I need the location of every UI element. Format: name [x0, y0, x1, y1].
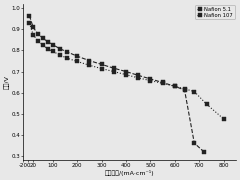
Y-axis label: 电位/V: 电位/V — [4, 75, 10, 89]
Nafion 5.1 — [173, 85, 176, 87]
Nafion 5.1 — [183, 89, 186, 91]
Nafion 107 — [32, 34, 35, 36]
Nafion 107 — [137, 77, 140, 79]
Nafion 107 — [28, 22, 31, 24]
Nafion 107 — [183, 88, 186, 90]
Nafion 5.1 — [46, 40, 49, 43]
Nafion 107 — [173, 85, 176, 87]
Nafion 5.1 — [203, 151, 205, 153]
Nafion 107 — [193, 91, 196, 93]
Nafion 5.1 — [112, 67, 115, 69]
Nafion 5.1 — [51, 44, 54, 46]
Nafion 5.1 — [149, 78, 152, 80]
Nafion 5.1 — [59, 48, 61, 50]
Nafion 107 — [161, 82, 164, 84]
Nafion 107 — [36, 40, 39, 42]
Nafion 5.1 — [36, 33, 39, 35]
Nafion 107 — [59, 54, 61, 56]
Nafion 107 — [149, 80, 152, 82]
Nafion 5.1 — [100, 63, 103, 66]
X-axis label: 电流密度/(mA·cm⁻¹): 电流密度/(mA·cm⁻¹) — [105, 170, 154, 176]
Nafion 107 — [51, 50, 54, 52]
Nafion 107 — [88, 64, 91, 66]
Nafion 5.1 — [137, 74, 140, 76]
Nafion 5.1 — [161, 81, 164, 84]
Nafion 107 — [100, 68, 103, 70]
Nafion 107 — [42, 44, 44, 46]
Line: Nafion 107: Nafion 107 — [28, 21, 225, 121]
Nafion 5.1 — [76, 55, 78, 57]
Line: Nafion 5.1: Nafion 5.1 — [28, 14, 206, 154]
Nafion 5.1 — [42, 37, 44, 39]
Nafion 5.1 — [193, 142, 196, 144]
Nafion 5.1 — [125, 70, 127, 73]
Nafion 5.1 — [32, 26, 35, 28]
Nafion 107 — [76, 60, 78, 62]
Nafion 5.1 — [88, 60, 91, 62]
Nafion 107 — [222, 118, 225, 120]
Nafion 107 — [46, 48, 49, 50]
Nafion 107 — [125, 74, 127, 76]
Nafion 107 — [66, 57, 69, 59]
Nafion 107 — [205, 103, 208, 105]
Nafion 107 — [112, 70, 115, 73]
Legend: Nafion 5.1, Nafion 107: Nafion 5.1, Nafion 107 — [195, 5, 235, 19]
Nafion 5.1 — [66, 51, 69, 53]
Nafion 5.1 — [28, 15, 31, 17]
